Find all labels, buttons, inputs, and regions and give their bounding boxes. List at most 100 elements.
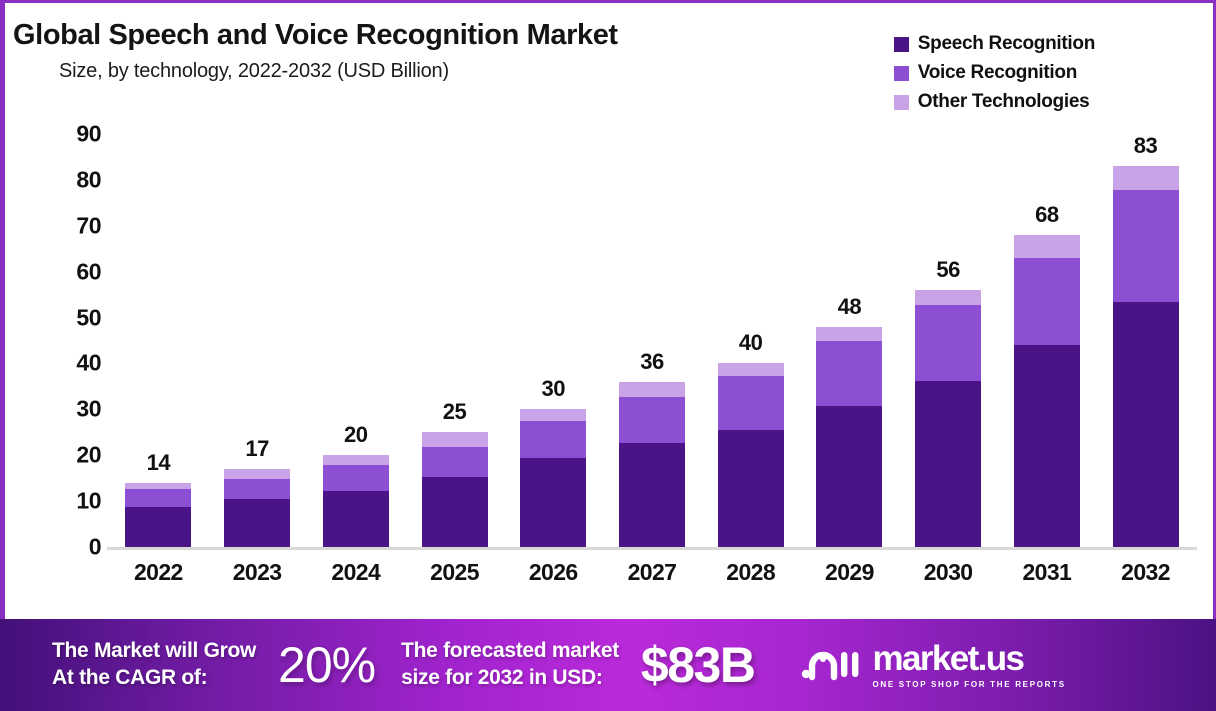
bar-segment-other-technologies[interactable] [322,455,389,465]
bar-segment-voice-recognition[interactable] [322,464,389,491]
bar-segment-voice-recognition[interactable] [816,340,883,406]
market-us-logo[interactable]: market.us ONE STOP SHOP FOR THE REPORTS [800,641,1065,689]
bar-segment-speech-recognition[interactable] [520,457,587,547]
y-axis-tick: 30 [76,395,101,422]
bar-stack [1112,166,1179,547]
bar-segment-other-technologies[interactable] [618,381,685,397]
bar-segment-other-technologies[interactable] [520,409,587,422]
bar-segment-other-technologies[interactable] [224,469,291,479]
y-axis-tick: 60 [76,258,101,285]
bar-segment-voice-recognition[interactable] [224,478,291,499]
bar-segment-speech-recognition[interactable] [224,498,291,547]
bar-column[interactable]: 17 [224,121,291,547]
legend-item-other-technologies[interactable]: Other Technologies [893,91,1095,113]
y-axis-tick: 90 [76,120,101,147]
bar-segment-voice-recognition[interactable] [421,447,488,478]
legend-swatch-icon [893,94,909,110]
y-axis-tick: 10 [76,487,101,514]
forecast-block: The forecasted market size for 2032 in U… [401,636,756,694]
bar-segment-voice-recognition[interactable] [1112,190,1179,302]
bar-segment-other-technologies[interactable] [125,482,192,490]
bar-segment-other-technologies[interactable] [915,290,982,306]
x-axis-tick: 2025 [430,559,479,585]
bar-segment-voice-recognition[interactable] [717,375,784,430]
bar-segment-speech-recognition[interactable] [816,405,883,547]
cagr-value: 20% [278,637,376,693]
legend-swatch-icon [893,36,909,52]
legend-item-speech-recognition[interactable]: Speech Recognition [893,33,1096,55]
x-axis-tick: 2031 [1022,559,1072,585]
bar-segment-speech-recognition[interactable] [618,442,685,547]
x-axis-tick: 2030 [923,559,973,585]
cagr-caption: The Market will Grow At the CAGR of: [52,638,256,692]
bar-segment-other-technologies[interactable] [1013,234,1080,259]
forecast-value: $83B [640,637,756,693]
chart-subtitle: Size, by technology, 2022-2032 (USD Bill… [59,60,449,83]
bar-segment-other-technologies[interactable] [717,363,784,376]
y-axis: 0 10 20 30 40 50 60 70 80 90 [33,120,101,560]
bar-value-label: 83 [1133,133,1158,159]
bar-value-label: 30 [541,376,565,402]
legend-item-voice-recognition[interactable]: Voice Recognition [893,62,1095,84]
y-axis-tick: 40 [76,349,101,376]
bar-column[interactable]: 36 [618,121,685,547]
bar-segment-other-technologies[interactable] [816,326,883,341]
bar-segment-voice-recognition[interactable] [1013,258,1080,346]
bar-value-label: 40 [738,330,763,356]
logo-wordmark: market.us [872,639,1025,678]
page-title: Global Speech and Voice Recognition Mark… [13,19,618,51]
bar-stack [125,482,192,547]
bar-segment-speech-recognition[interactable] [717,429,784,547]
x-axis-tick: 2023 [232,559,282,585]
bar-value-label: 17 [245,436,269,461]
bar-value-label: 48 [837,293,862,319]
x-axis-tick: 2026 [528,559,578,585]
bar-segment-speech-recognition[interactable] [1013,345,1080,547]
bar-column[interactable]: 40 [717,121,784,547]
summary-banner: The Market will Grow At the CAGR of: 20%… [0,619,1216,711]
x-axis-tick: 2032 [1121,559,1170,585]
bar-segment-other-technologies[interactable] [421,432,488,448]
bar-stack [717,363,784,547]
bar-segment-speech-recognition[interactable] [322,490,389,547]
x-axis-tick: 2024 [331,559,381,585]
bar-segment-voice-recognition[interactable] [915,305,982,381]
x-axis-line [107,547,1197,550]
bar-stack [618,381,685,547]
bar-segment-speech-recognition[interactable] [915,380,982,547]
x-axis: 2022 2023 2024 2025 2026 2027 2028 2029 2030 2031… [109,559,1195,586]
x-axis-tick: 2028 [726,559,776,585]
bar-value-label: 56 [936,257,960,283]
logo-tagline: ONE STOP SHOP FOR THE REPORTS [872,680,1066,689]
y-axis-tick: 80 [76,166,101,193]
bar-column[interactable]: 56 [915,121,982,547]
bar-segment-voice-recognition[interactable] [125,489,192,508]
bar-column[interactable]: 25 [421,121,488,547]
x-axis-tick: 2027 [627,559,677,585]
bar-column[interactable]: 68 [1013,121,1080,547]
x-axis-tick: 2029 [825,559,874,585]
bar-stack [520,409,587,547]
bar-segment-voice-recognition[interactable] [618,396,685,443]
bar-value-label: 68 [1035,201,1059,227]
bar-segment-speech-recognition[interactable] [1112,301,1179,547]
bar-column[interactable]: 48 [816,121,883,547]
bar-series-group: 14 17 20 25 30 36 40 48 56 68 83 [109,121,1195,547]
bar-column[interactable]: 20 [322,121,389,547]
bar-column[interactable]: 14 [125,121,192,547]
chart-legend: Speech Recognition Voice Recognition Oth… [893,33,1096,120]
legend-label: Speech Recognition [917,33,1096,54]
bar-segment-voice-recognition[interactable] [520,421,587,458]
bar-column[interactable]: 83 [1112,121,1179,547]
bar-value-label: 14 [146,449,171,475]
y-axis-tick: 0 [88,533,102,560]
market-us-logo-mark-icon [800,644,862,687]
bar-column[interactable]: 30 [520,121,587,547]
bar-segment-speech-recognition[interactable] [421,477,488,547]
y-axis-tick: 70 [76,212,101,239]
bar-segment-other-technologies[interactable] [1112,166,1179,190]
cagr-caption-line2: At the CAGR of: [52,666,208,689]
legend-label: Other Technologies [917,91,1090,112]
bar-segment-speech-recognition[interactable] [125,507,192,547]
